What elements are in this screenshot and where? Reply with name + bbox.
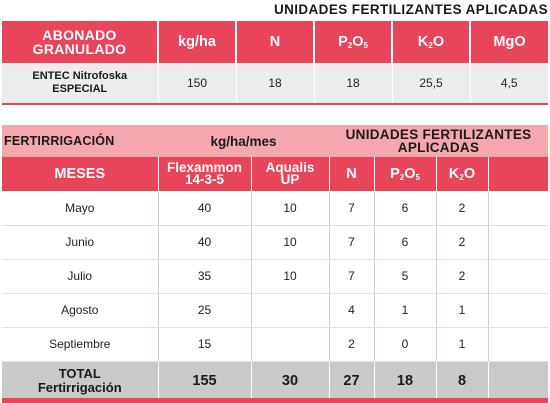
cell-k2o: 1 <box>436 327 489 362</box>
header-k2o: K2O <box>392 21 471 63</box>
cell-k2o: 1 <box>436 293 489 328</box>
header-mgo: MgO <box>470 21 548 63</box>
total-n: 27 <box>329 361 375 401</box>
cell-p2o5: 6 <box>374 191 437 226</box>
table-header-row: ABONADO GRANULADO kg/ha N P2O5 K2O MgO <box>2 21 548 63</box>
cell-k2o: 2 <box>436 225 489 260</box>
header-abonado-granulado: ABONADO GRANULADO <box>2 21 159 63</box>
cell-flexammon: 15 <box>158 327 252 362</box>
cell-empty <box>488 327 549 362</box>
cell-flexammon: 25 <box>158 293 252 328</box>
header-empty <box>488 157 549 191</box>
cell-aqualis: 10 <box>251 225 330 260</box>
cell-n: 4 <box>329 293 375 328</box>
cell-p2o5: 5 <box>374 259 437 294</box>
total-label: TOTAL Fertirrigación <box>2 361 159 401</box>
cell-empty <box>488 225 549 260</box>
cell-k2o: 25,5 <box>392 63 471 103</box>
total-empty <box>488 361 549 401</box>
table-header-row: MESES Flexammon 14-3-5 Aqualis UP N P2O5… <box>2 157 549 191</box>
product-name: ENTEC Nitrofoska ESPECIAL <box>2 63 159 103</box>
cell-month: Septiembre <box>2 327 159 362</box>
header-flexammon: Flexammon 14-3-5 <box>158 157 252 191</box>
cell-empty <box>488 259 549 294</box>
cell-k2o: 2 <box>436 259 489 294</box>
cell-aqualis <box>251 327 330 362</box>
total-k2o: 8 <box>436 361 489 401</box>
fertirrigation-title-row: FERTIRRIGACIÓN kg/ha/mes UNIDADES FERTIL… <box>2 125 549 157</box>
header-p2o5: P2O5 <box>374 157 437 191</box>
cell-aqualis: 10 <box>251 191 330 226</box>
cell-month: Junio <box>2 225 159 260</box>
header-p2o5: P2O5 <box>314 21 393 63</box>
cell-rate: 150 <box>158 63 237 103</box>
table-row: Mayo 40 10 7 6 2 <box>2 191 549 226</box>
cell-n: 7 <box>329 259 375 294</box>
header-n: N <box>236 21 315 63</box>
cell-p2o5: 6 <box>374 225 437 260</box>
cell-empty <box>488 293 549 328</box>
header-meses: MESES <box>2 157 159 191</box>
bottom-accent-bar <box>2 398 548 403</box>
units-applied-label: UNIDADES FERTILIZANTES APLICADAS <box>329 125 549 157</box>
fertilizer-units-title: UNIDADES FERTILIZANTES APLICADAS <box>273 2 548 17</box>
cell-flexammon: 35 <box>158 259 252 294</box>
cell-k2o: 2 <box>436 191 489 226</box>
cell-month: Mayo <box>2 191 159 226</box>
cell-n: 7 <box>329 191 375 226</box>
cell-n: 18 <box>236 63 315 103</box>
cell-aqualis <box>251 293 330 328</box>
total-aqualis: 30 <box>251 361 330 401</box>
table-row: Agosto 25 4 1 1 <box>2 293 549 328</box>
header-n: N <box>329 157 375 191</box>
fertirrigation-table: FERTIRRIGACIÓN kg/ha/mes UNIDADES FERTIL… <box>2 125 549 401</box>
cell-n: 7 <box>329 225 375 260</box>
cell-n: 2 <box>329 327 375 362</box>
table-row: Julio 35 10 7 5 2 <box>2 259 549 294</box>
cell-p2o5: 18 <box>314 63 393 103</box>
cell-flexammon: 40 <box>158 191 252 226</box>
cell-empty <box>488 191 549 226</box>
cell-month: Julio <box>2 259 159 294</box>
total-row: TOTAL Fertirrigación 155 30 27 18 8 <box>2 361 549 401</box>
section-divider <box>2 103 548 105</box>
kg-ha-mes-label: kg/ha/mes <box>158 125 329 157</box>
cell-month: Agosto <box>2 293 159 328</box>
table-row: Septiembre 15 2 0 1 <box>2 327 549 362</box>
header-k2o: K2O <box>436 157 489 191</box>
fertirrigation-label: FERTIRRIGACIÓN <box>2 125 158 157</box>
header-kg-ha: kg/ha <box>158 21 237 63</box>
cell-flexammon: 40 <box>158 225 252 260</box>
cell-aqualis: 10 <box>251 259 330 294</box>
cell-p2o5: 0 <box>374 327 437 362</box>
table-row: Junio 40 10 7 6 2 <box>2 225 549 260</box>
cell-p2o5: 1 <box>374 293 437 328</box>
total-flexammon: 155 <box>158 361 252 401</box>
table-row: ENTEC Nitrofoska ESPECIAL 150 18 18 25,5… <box>2 63 548 103</box>
granular-fertilizer-table: ABONADO GRANULADO kg/ha N P2O5 K2O MgO E… <box>2 21 548 103</box>
cell-mgo: 4,5 <box>470 63 548 103</box>
header-aqualis: Aqualis UP <box>251 157 330 191</box>
total-p2o5: 18 <box>374 361 437 401</box>
